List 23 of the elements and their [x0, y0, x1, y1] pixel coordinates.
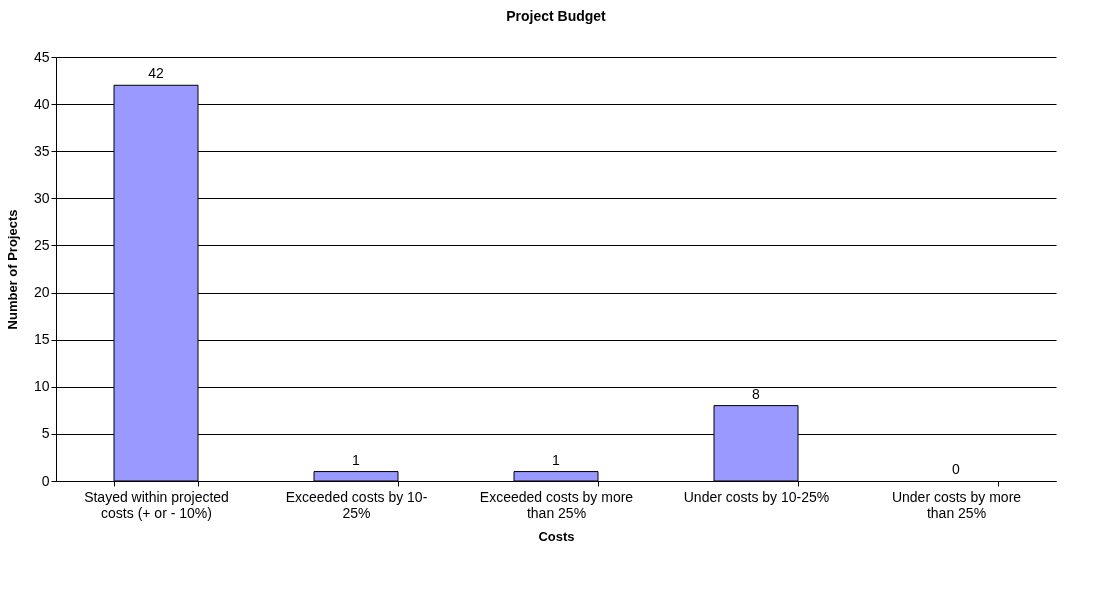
x-axis-title: Costs [538, 528, 575, 544]
x-tick-label: Under costs by 10-25% [683, 488, 830, 505]
y-axis-title: Number of Projects [4, 209, 20, 330]
chart-title: Project Budget [506, 8, 607, 24]
y-tick-label: 40 [33, 95, 50, 112]
y-tick-label: 5 [41, 425, 50, 442]
data-label: 42 [148, 65, 164, 82]
x-tick-label: Stayed within projected costs (+ or - 10%) [84, 488, 229, 521]
y-tick-label: 25 [33, 236, 50, 253]
x-tick-label: Under costs by more than 25% [891, 488, 1022, 521]
data-label: 8 [752, 385, 761, 402]
y-tick-label: 20 [33, 284, 50, 301]
y-tick-label: 30 [33, 189, 50, 206]
y-tick-label: 10 [33, 378, 50, 395]
x-tick-label: Exceeded costs by 10-25% [285, 488, 428, 521]
y-tick-label: 45 [33, 48, 50, 65]
x-tick-label: Exceeded costs by more than 25% [479, 488, 634, 521]
y-tick-label: 15 [33, 331, 50, 348]
y-tick-label: 35 [33, 142, 50, 159]
data-label: 1 [552, 451, 561, 468]
data-label: 1 [352, 451, 361, 468]
data-label: 0 [952, 461, 961, 477]
y-tick-label: 0 [41, 472, 50, 489]
